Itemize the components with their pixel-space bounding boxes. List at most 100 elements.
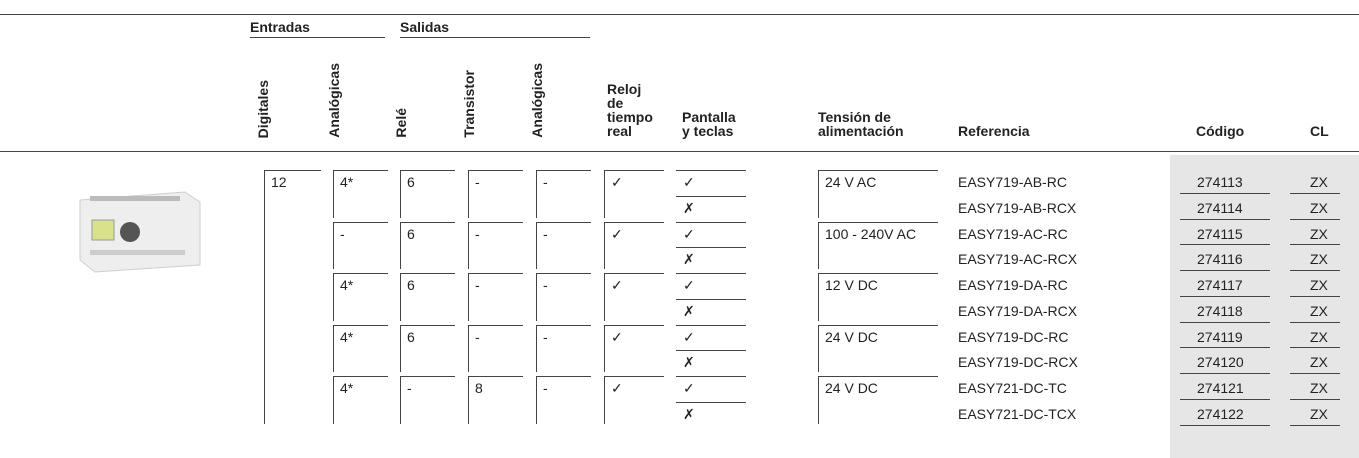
cell-border [468, 170, 469, 218]
code: 274122 [1197, 405, 1244, 422]
cell-border [1180, 192, 1270, 194]
column-header: Reloj de tiempo real [607, 81, 653, 139]
group-underline [250, 37, 385, 38]
clock: ✓ [611, 225, 623, 242]
cell-border [604, 221, 664, 223]
cell-border [468, 221, 469, 269]
cell-border [676, 195, 746, 197]
cell-border [400, 376, 455, 377]
transistor-outputs: - [475, 277, 480, 293]
cell-border [604, 221, 605, 269]
rotated-header: Transistor [461, 70, 477, 138]
cell-border [536, 324, 591, 326]
cl: ZX [1310, 328, 1328, 345]
cell-border [536, 273, 537, 321]
transistor-outputs: - [475, 328, 480, 345]
cell-border [333, 376, 388, 377]
code-column-bg [1170, 155, 1359, 458]
cell-border [264, 170, 321, 171]
cell-border [536, 273, 591, 274]
cell-border [333, 221, 334, 269]
display-keys: ✓ [683, 328, 695, 345]
analog-inputs: 4* [340, 174, 354, 190]
cell-border [1290, 398, 1340, 400]
cell-border [264, 170, 265, 424]
cell-border [333, 221, 388, 223]
cell-border [333, 273, 334, 321]
group-underline [400, 37, 590, 38]
analog-inputs: 4* [340, 277, 354, 293]
cl: ZX [1310, 277, 1328, 293]
reference: EASY721-DC-TC [958, 380, 1067, 396]
cell-border [604, 273, 664, 274]
analog-outputs: - [543, 277, 548, 293]
cell-border [1180, 244, 1270, 246]
cell-border [536, 376, 591, 377]
group-header: Entradas [250, 19, 310, 35]
cell-border [676, 247, 746, 249]
reference: EASY719-DC-RCX [958, 354, 1078, 371]
cell-border [1180, 347, 1270, 349]
display-keys: ✗ [683, 199, 695, 216]
cl: ZX [1310, 405, 1328, 422]
cl: ZX [1310, 354, 1328, 371]
relay-outputs: 6 [407, 328, 415, 345]
cl: ZX [1310, 302, 1328, 319]
reference: EASY719-DC-RC [958, 328, 1069, 345]
cell-border [676, 298, 746, 300]
column-header: Tensión de alimentación [818, 109, 904, 139]
cell-border [1290, 295, 1340, 297]
cell-border [1290, 218, 1340, 220]
cell-border [333, 170, 388, 171]
cell-border [818, 273, 819, 321]
code: 274116 [1197, 251, 1243, 268]
cell-border [468, 273, 523, 274]
reference: EASY719-AC-RCX [958, 251, 1078, 268]
display-keys: ✓ [683, 277, 695, 293]
cell-border [400, 221, 401, 269]
cell-border [1180, 398, 1270, 400]
reference: EASY719-DA-RC [958, 277, 1068, 293]
cl: ZX [1310, 380, 1328, 396]
cell-border [818, 324, 938, 326]
cl: ZX [1310, 225, 1328, 242]
cell-border [333, 273, 388, 274]
group-header: Salidas [400, 19, 450, 35]
cell-border [604, 376, 664, 377]
clock: ✓ [611, 277, 623, 293]
cell-border [1290, 424, 1340, 426]
transistor-outputs: - [475, 225, 480, 242]
code: 274113 [1197, 174, 1243, 190]
cell-border [536, 376, 537, 424]
cell-border [604, 273, 605, 321]
code: 274115 [1197, 225, 1243, 242]
analog-inputs: 4* [340, 328, 354, 345]
cell-border [1290, 321, 1340, 323]
voltage: 12 V DC [825, 277, 878, 293]
rotated-header: Analógicas [326, 63, 342, 138]
display-keys: ✗ [683, 354, 695, 371]
code: 274117 [1197, 277, 1243, 293]
cell-border [604, 170, 605, 218]
analog-outputs: - [543, 174, 548, 190]
cell-border [676, 376, 746, 377]
cell-border [818, 376, 938, 377]
cell-border [536, 221, 591, 223]
cell-border [468, 273, 469, 321]
code: 274118 [1197, 302, 1243, 319]
cell-border [1180, 270, 1270, 271]
digital-inputs: 12 [271, 174, 287, 190]
analog-inputs: 4* [340, 380, 354, 396]
display-keys: ✓ [683, 380, 695, 396]
product-image [79, 191, 201, 273]
cell-border [468, 221, 523, 223]
cell-border [468, 324, 523, 326]
cell-border [536, 170, 537, 218]
reference: EASY719-AB-RCX [958, 199, 1077, 216]
cell-border [468, 376, 523, 377]
cl: ZX [1310, 251, 1328, 268]
display-keys: ✗ [683, 405, 695, 422]
cell-border [604, 376, 605, 424]
cell-border [676, 221, 746, 223]
